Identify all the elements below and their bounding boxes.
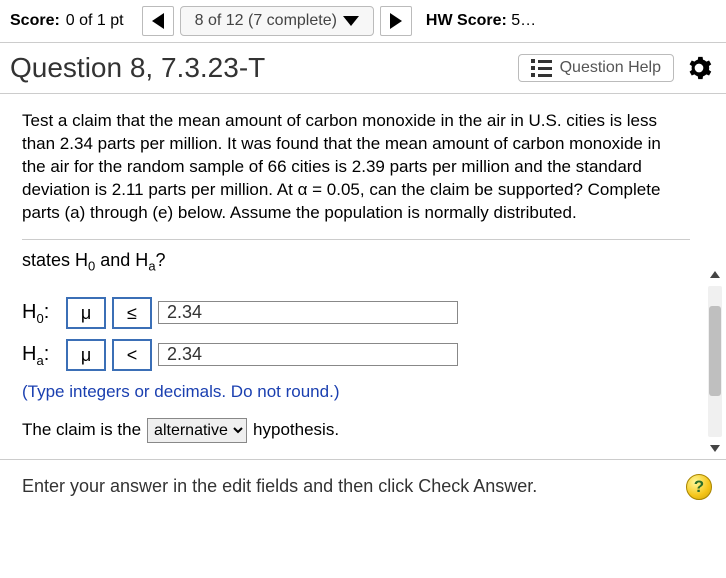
footer-bar: Enter your answer in the edit fields and… [0, 460, 726, 514]
triangle-right-icon [390, 13, 402, 29]
content-area: Test a claim that the mean amount of car… [0, 94, 704, 459]
question-help-label: Question Help [560, 59, 661, 77]
input-hint: (Type integers or decimals. Do not round… [22, 381, 690, 404]
content-wrap: Test a claim that the mean amount of car… [0, 94, 726, 460]
caret-down-icon [710, 445, 720, 452]
h0-value-input[interactable] [158, 301, 458, 324]
hypotheses-prompt: states H0 and Ha? [22, 248, 690, 275]
scroll-down-button[interactable] [704, 439, 726, 459]
prev-question-button[interactable] [142, 6, 174, 36]
list-icon [531, 59, 552, 77]
caret-up-icon [710, 271, 720, 278]
help-icon-button[interactable]: ? [686, 474, 712, 500]
h0-symbol-field[interactable]: μ [66, 297, 106, 329]
progress-text: 8 of 12 (7 complete) [195, 12, 337, 30]
h0-row: H0: μ ≤ [22, 297, 690, 329]
next-question-button[interactable] [380, 6, 412, 36]
claim-prefix: The claim is the [22, 419, 141, 442]
question-bar: Question 8, 7.3.23-T Question Help [0, 43, 726, 94]
top-bar: Score: 0 of 1 pt 8 of 12 (7 complete) HW… [0, 0, 726, 43]
hypotheses-section: states H0 and Ha? H0: μ ≤ Ha: μ < (Type … [22, 239, 690, 443]
hw-score: HW Score: 5… [426, 12, 536, 30]
footer-text: Enter your answer in the edit fields and… [22, 476, 537, 497]
ha-operator-field[interactable]: < [112, 339, 152, 371]
h0-operator-field[interactable]: ≤ [112, 297, 152, 329]
question-help-button[interactable]: Question Help [518, 54, 674, 82]
hw-score-value: 5… [511, 12, 536, 29]
gear-icon [686, 55, 712, 81]
hw-score-label: HW Score: [426, 12, 507, 29]
ha-value-input[interactable] [158, 343, 458, 366]
scroll-thumb[interactable] [709, 306, 721, 396]
ha-symbol-field[interactable]: μ [66, 339, 106, 371]
triangle-left-icon [152, 13, 164, 29]
claim-suffix: hypothesis. [253, 419, 339, 442]
scroll-track[interactable] [708, 286, 722, 437]
progress-dropdown-button[interactable]: 8 of 12 (7 complete) [180, 6, 374, 36]
claim-select[interactable]: null alternative [147, 418, 247, 443]
claim-row: The claim is the null alternative hypoth… [22, 418, 690, 443]
scroll-up-button[interactable] [704, 264, 726, 284]
h0-label: H0: [22, 299, 60, 328]
score-value: 0 of 1 pt [66, 12, 124, 30]
problem-text: Test a claim that the mean amount of car… [22, 110, 682, 225]
question-title: Question 8, 7.3.23-T [10, 52, 265, 84]
ha-row: Ha: μ < [22, 339, 690, 371]
caret-down-icon [343, 16, 359, 26]
ha-label: Ha: [22, 341, 60, 370]
scrollbar [704, 94, 726, 459]
score-label: Score: [10, 12, 60, 30]
settings-button[interactable] [682, 51, 716, 85]
